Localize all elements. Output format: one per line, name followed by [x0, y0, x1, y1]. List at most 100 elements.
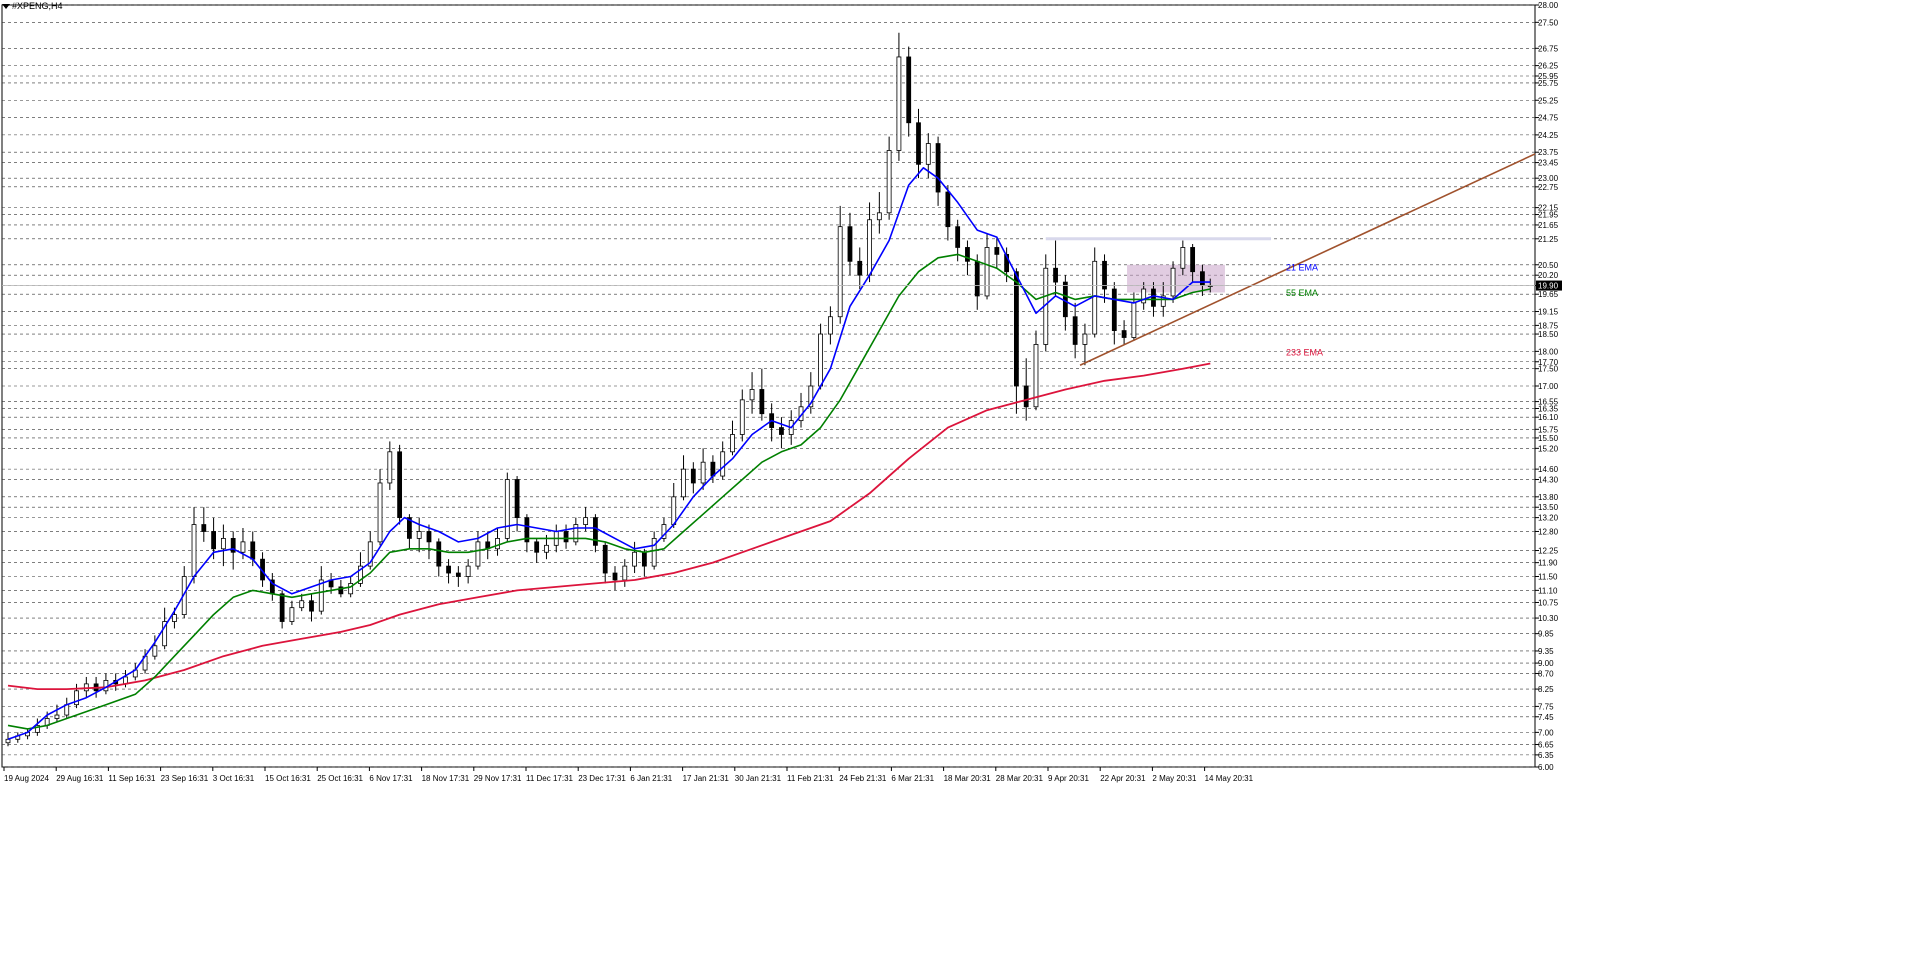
candle-body: [309, 600, 314, 612]
candle-body: [1102, 260, 1107, 290]
y-tick-label: 19.65: [1538, 290, 1559, 299]
ema21-line: [7, 167, 1211, 741]
y-tick-label: 9.00: [1538, 659, 1554, 668]
candle-body: [671, 496, 677, 525]
y-tick-label: 7.45: [1538, 713, 1554, 722]
candle-body: [1082, 333, 1088, 345]
x-tick-label: 11 Dec 17:31: [526, 774, 574, 783]
candle-body: [965, 247, 970, 262]
candle-body: [211, 531, 216, 550]
candle-body: [397, 451, 403, 519]
y-tick-label: 25.25: [1538, 96, 1559, 105]
dropdown-triangle-icon[interactable]: [2, 3, 10, 9]
candle-body: [524, 517, 530, 543]
candle-body: [465, 565, 471, 577]
candle-body: [514, 479, 520, 519]
x-tick-label: 9 Apr 20:31: [1048, 774, 1089, 783]
candle-body: [651, 538, 657, 567]
candle-body: [54, 714, 60, 719]
candle-body: [994, 247, 1000, 255]
ema233-label: 233 EMA: [1286, 347, 1323, 357]
candle-body: [5, 738, 11, 744]
candle-body: [1053, 267, 1058, 283]
ema233-line: [7, 362, 1211, 690]
candle-body: [876, 212, 882, 221]
x-tick-label: 6 Jan 21:31: [630, 774, 672, 783]
y-tick-label: 14.30: [1538, 476, 1559, 485]
candle-body: [544, 544, 549, 553]
candle-body: [730, 434, 735, 453]
y-tick-label: 23.75: [1538, 148, 1559, 157]
candle-body: [593, 517, 598, 546]
x-tick-label: 6 Nov 17:31: [369, 774, 413, 783]
candle-body: [896, 56, 902, 151]
x-tick-label: 22 Apr 20:31: [1100, 774, 1146, 783]
y-tick-label: 21.65: [1538, 221, 1559, 230]
candle-body: [720, 451, 726, 477]
y-tick-label: 21.25: [1538, 235, 1559, 244]
candle-body: [201, 524, 207, 532]
candle-body: [504, 479, 510, 539]
candle-body: [34, 725, 40, 733]
candle-body: [74, 690, 79, 706]
x-tick-label: 11 Feb 21:31: [787, 774, 834, 783]
candle-body: [779, 427, 784, 435]
x-tick-label: 28 Mar 20:31: [996, 774, 1044, 783]
y-tick-label: 16.55: [1538, 398, 1559, 407]
candle-body: [181, 576, 187, 615]
y-tick-label: 19.15: [1538, 308, 1559, 317]
candle-body: [808, 385, 814, 408]
candle-body: [1141, 288, 1147, 304]
candle-body: [250, 541, 256, 560]
x-tick-label: 15 Oct 16:31: [265, 774, 311, 783]
y-tick-label: 15.75: [1538, 425, 1559, 434]
candle-body: [436, 541, 442, 567]
y-tick-label: 18.50: [1538, 330, 1559, 339]
current-price-tag: [1536, 280, 1562, 291]
y-tick-label: 11.90: [1538, 559, 1558, 568]
y-tick-label: 23.45: [1538, 159, 1559, 168]
y-tick-label: 20.20: [1538, 271, 1559, 280]
x-tick-label: 24 Feb 21:31: [839, 774, 887, 783]
candle-body: [916, 122, 921, 165]
x-tick-label: 11 Sep 16:31: [108, 774, 156, 783]
candle-body: [837, 226, 843, 318]
candle-body: [191, 524, 197, 577]
ema55-line: [7, 253, 1211, 730]
x-tick-label: 25 Oct 16:31: [317, 774, 363, 783]
y-tick-label: 21.95: [1538, 211, 1559, 220]
candle-body: [1190, 247, 1196, 273]
x-tick-label: 23 Dec 17:31: [578, 774, 626, 783]
candle-body: [387, 451, 393, 484]
y-tick-label: 15.50: [1538, 434, 1559, 443]
x-tick-label: 23 Sep 16:31: [161, 774, 209, 783]
y-tick-label: 13.20: [1538, 514, 1559, 523]
candle-body: [230, 538, 236, 553]
ema55-label: 55 EMA: [1286, 288, 1318, 298]
x-tick-label: 30 Jan 21:31: [735, 774, 782, 783]
candle-body: [661, 524, 667, 539]
y-tick-label: 17.00: [1538, 382, 1559, 391]
x-tick-label: 29 Aug 16:31: [56, 774, 104, 783]
symbol-header[interactable]: #XPENG,H4: [2, 1, 63, 11]
candle-body: [573, 524, 579, 543]
x-tick-label: 29 Nov 17:31: [474, 774, 522, 783]
support-trendline: [1079, 153, 1536, 366]
y-tick-label: 28.00: [1538, 1, 1559, 10]
candle-body: [641, 551, 647, 567]
candle-body: [602, 544, 608, 574]
candle-body: [563, 531, 569, 543]
candle-body: [358, 565, 363, 584]
candle-body: [925, 143, 931, 165]
y-tick-label: 8.25: [1538, 685, 1554, 694]
candle-body: [681, 468, 686, 498]
candle-body: [974, 260, 980, 297]
y-tick-label: 7.00: [1538, 728, 1554, 737]
y-tick-label: 12.80: [1538, 527, 1559, 536]
y-tick-label: 27.50: [1538, 18, 1559, 27]
y-tick-label: 17.50: [1538, 365, 1559, 374]
y-tick-label: 26.25: [1538, 62, 1559, 71]
y-tick-label: 8.70: [1538, 669, 1554, 678]
candle-body: [1180, 247, 1186, 269]
